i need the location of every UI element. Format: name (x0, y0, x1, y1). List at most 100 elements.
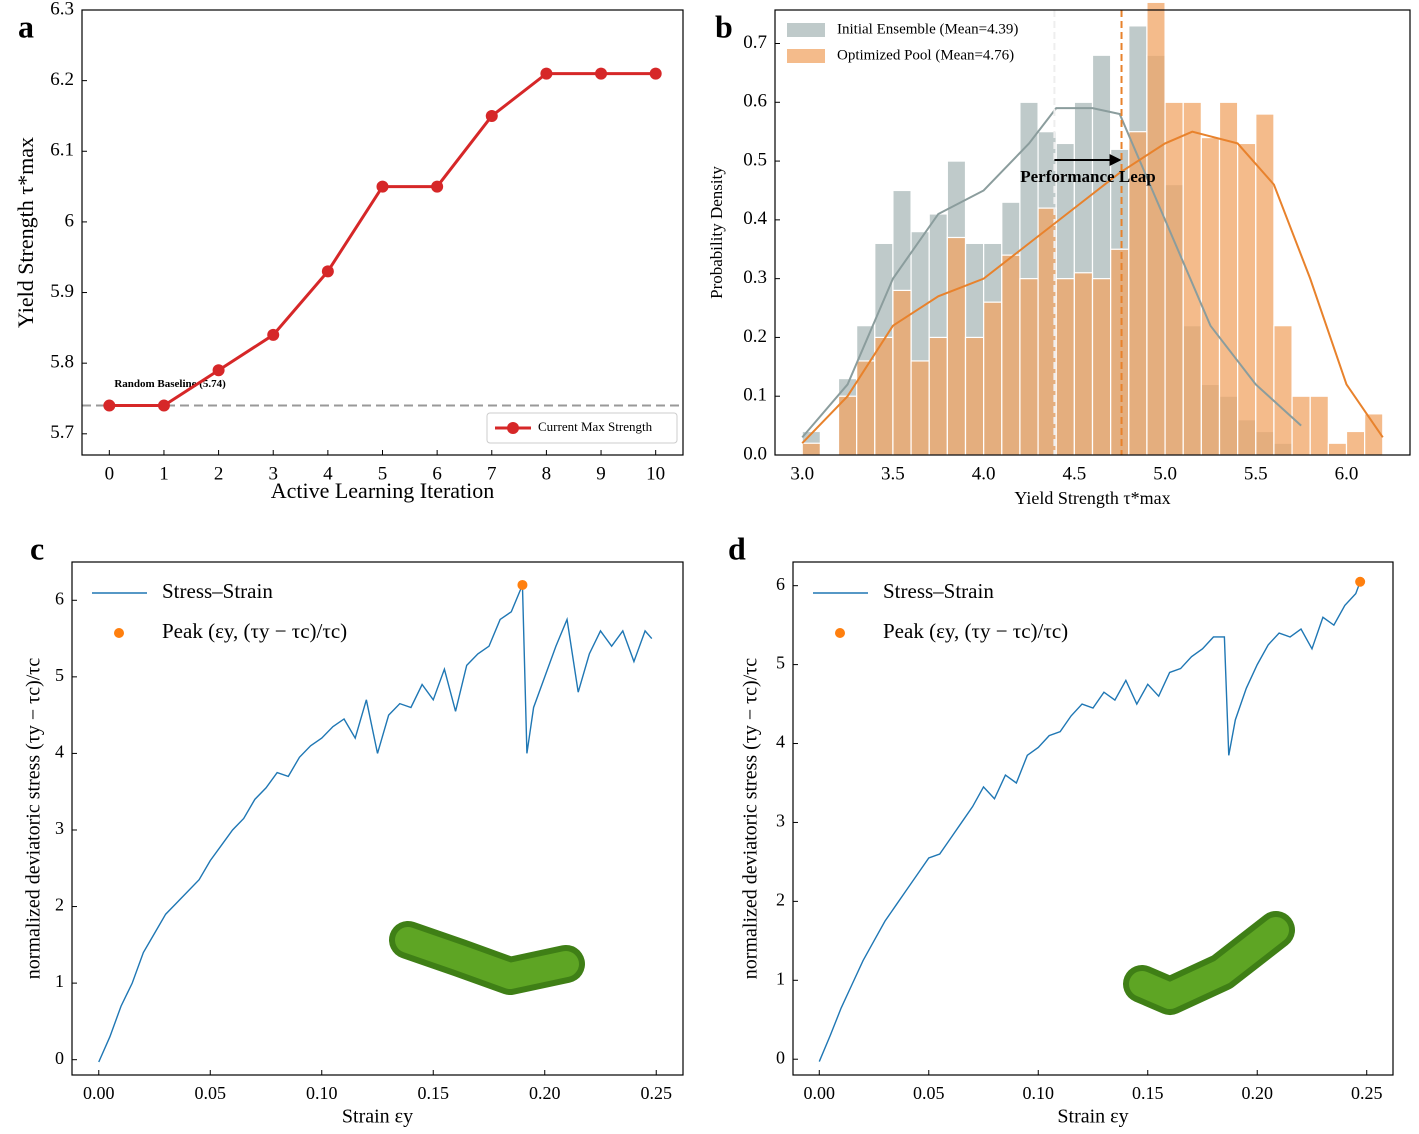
y-tick-label: 0.3 (743, 267, 767, 288)
y-tick-label: 0.6 (743, 91, 767, 112)
plot-frame (792, 561, 1394, 1076)
plot-frame (81, 9, 684, 456)
bar (801, 442, 821, 456)
bar (1327, 442, 1348, 456)
bar (874, 336, 894, 456)
x-tick-label: 6 (432, 463, 442, 484)
panel: a 0 1 2 3 4 5 6 7 8 9 10 5.7 5.8 5.9 6 6.1 6.2 6.3 Active L… (13, 0, 684, 503)
x-tick-label: 4.5 (1062, 463, 1086, 484)
y-tick-label: 6.3 (50, 0, 74, 19)
plot-frame (71, 561, 684, 1076)
bar (1091, 278, 1112, 456)
bar (1001, 254, 1021, 456)
legend-label: Stress–Strain (883, 579, 994, 603)
panel-label: a (18, 8, 34, 44)
y-tick-label: 0.1 (743, 385, 767, 406)
y-tick-label: 2 (55, 895, 64, 915)
y-tick-label: 2 (776, 889, 785, 909)
bar (1073, 272, 1094, 456)
arrow-head (1109, 154, 1122, 166)
legend-marker (507, 422, 519, 434)
y-tick-label: 0.0 (743, 443, 767, 464)
marker (649, 67, 662, 80)
legend-label: Current Max Strength (538, 419, 653, 434)
y-axis-label: Yield Strength τ*max (13, 137, 38, 328)
bar (1019, 278, 1039, 456)
marker (157, 399, 170, 412)
legend-label: Initial Ensemble (Mean=4.39) (837, 21, 1018, 37)
x-tick-label: 3.0 (790, 463, 814, 484)
baseline-label: Random Baseline (5.74) (114, 378, 226, 390)
x-tick-label: 0.25 (640, 1083, 672, 1103)
x-tick-label: 10 (646, 463, 665, 484)
tube-highlight (1129, 917, 1289, 1009)
legend-label: Peak (εy, (τy − τc)/τc) (883, 619, 1068, 643)
y-tick-label: 1 (776, 968, 785, 988)
panel: d 0.00 0.05 0.10 0.15 0.20 0.25 0 1 2 3 4 5 6 Strain ε… (728, 530, 1394, 1128)
x-tick-label: 6.0 (1335, 463, 1359, 484)
x-tick-label: 0.20 (529, 1083, 561, 1103)
peak-marker (1355, 576, 1366, 587)
x-tick-label: 5 (378, 463, 388, 484)
y-tick-label: 0.5 (743, 149, 767, 170)
bar (856, 360, 876, 456)
series-line (98, 584, 653, 1063)
bar (946, 236, 967, 456)
kde-line (801, 130, 1384, 444)
x-tick-label: 0.25 (1351, 1083, 1383, 1103)
marker (485, 109, 498, 122)
bar (1255, 113, 1275, 456)
y-tick-label: 6.2 (50, 69, 74, 90)
x-tick-label: 5.0 (1153, 463, 1177, 484)
peak-marker (517, 579, 528, 590)
marker (540, 67, 553, 80)
panel-label: d (728, 530, 746, 566)
legend-marker (114, 628, 124, 638)
x-tick-label: 8 (542, 463, 552, 484)
x-tick-label: 0.00 (804, 1083, 836, 1103)
x-tick-label: 0.10 (306, 1083, 338, 1103)
x-tick-label: 7 (487, 463, 497, 484)
x-tick-label: 5.5 (1244, 463, 1268, 484)
nanowire-d (1123, 911, 1295, 1015)
marker (376, 180, 389, 193)
bar (1146, 1, 1166, 456)
x-tick-label: 0.05 (913, 1083, 945, 1103)
y-axis-label: normalized deviatoric stress (τy − τc)/τ… (740, 658, 762, 980)
legend-label: Peak (εy, (τy − τc)/τc) (162, 619, 347, 643)
x-tick-label: 3 (268, 463, 278, 484)
marker (103, 399, 116, 412)
bar (964, 336, 985, 456)
kde-line (801, 107, 1302, 439)
legend-swatch (787, 23, 825, 37)
marker (431, 180, 444, 193)
bar (1055, 278, 1075, 456)
marker (595, 67, 608, 80)
x-tick-label: 0.10 (1023, 1083, 1055, 1103)
y-tick-label: 5 (776, 653, 785, 673)
y-tick-label: 0 (776, 1047, 785, 1067)
marker (267, 328, 280, 341)
tube-highlight (395, 927, 579, 989)
y-tick-label: 0.4 (743, 208, 767, 229)
y-tick-label: 5.9 (50, 281, 74, 302)
bar (1345, 430, 1366, 456)
marker (212, 364, 225, 377)
bar (1273, 325, 1293, 456)
marker (321, 265, 334, 278)
bar (1110, 248, 1130, 456)
bar (928, 336, 948, 456)
panel-label: c (30, 530, 44, 566)
x-tick-label: 9 (596, 463, 606, 484)
bar (1164, 101, 1184, 456)
x-tick-label: 2 (214, 463, 224, 484)
y-tick-label: 6 (65, 210, 75, 231)
y-tick-label: 1 (55, 971, 64, 991)
y-tick-label: 6.1 (50, 140, 74, 161)
plot-frame (774, 9, 1411, 456)
legend-label: Stress–Strain (162, 579, 273, 603)
bar (837, 395, 858, 456)
x-tick-label: 0 (105, 463, 115, 484)
y-axis-label: Probability Density (707, 166, 726, 299)
